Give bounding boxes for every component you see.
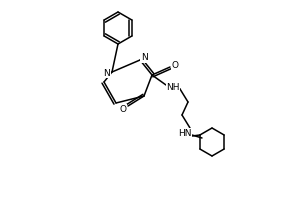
Text: NH: NH <box>166 82 180 92</box>
Text: N: N <box>141 53 147 62</box>
Text: O: O <box>172 60 178 70</box>
Text: N: N <box>103 68 110 77</box>
Text: HN: HN <box>178 129 192 138</box>
Text: O: O <box>119 104 127 114</box>
